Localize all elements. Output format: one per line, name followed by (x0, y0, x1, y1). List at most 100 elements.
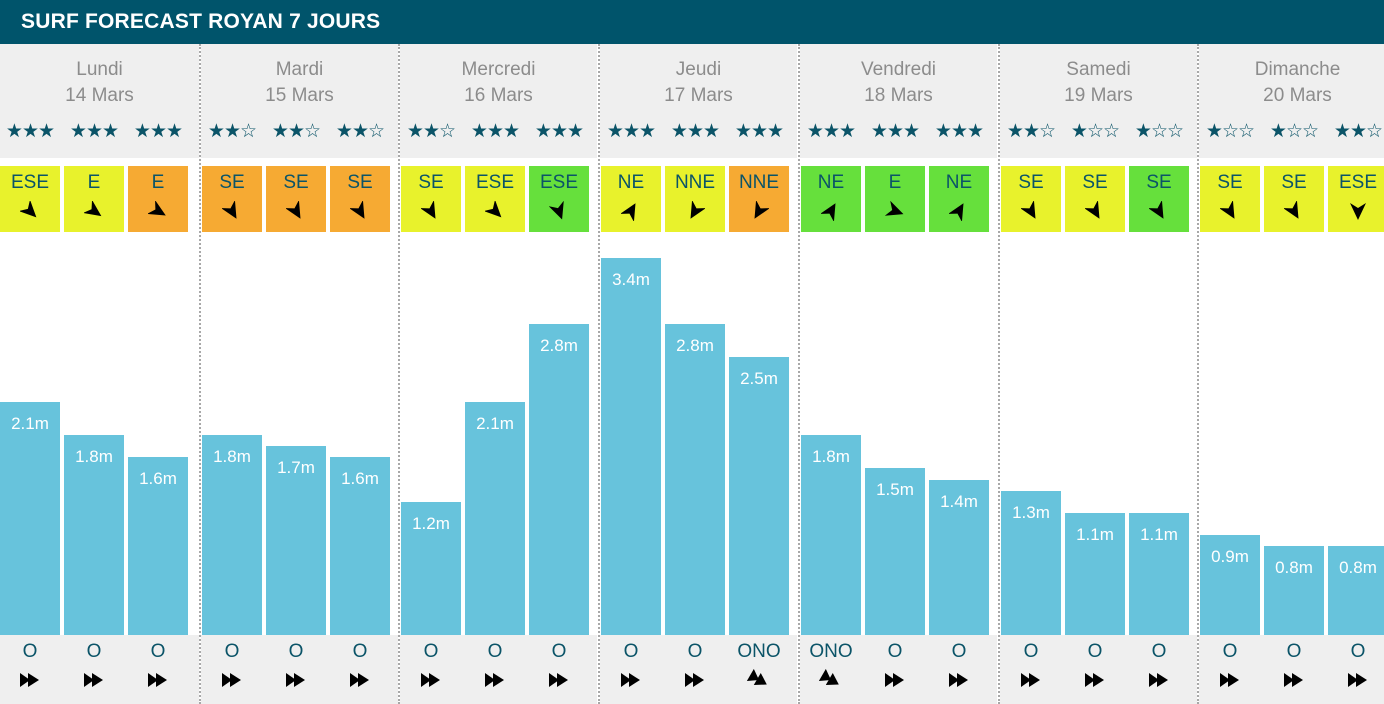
wind-arrow-icon (222, 201, 237, 219)
star-empty-icon: ☆ (1221, 121, 1239, 142)
swell-direction: ONO (809, 641, 853, 662)
star-empty-icon: ☆ (1103, 121, 1120, 142)
swell-direction: O (22, 641, 38, 662)
wave-height-label: 1.1m (1140, 525, 1178, 544)
star-filled-icon: ★ (1333, 121, 1351, 142)
star-rating: ★★★ (128, 120, 188, 144)
star-rating: ★★★ (601, 120, 661, 144)
day-column: Vendredi 18 Mars ★★★ NE 1.8m ONO ★★★ E 1.5m O ★★★ N… (798, 44, 997, 704)
wave-bar (929, 480, 989, 635)
wave-bar (865, 468, 925, 635)
star-filled-icon: ★ (767, 121, 784, 142)
wind-direction: SE (1082, 172, 1108, 193)
wind-arrow-icon (1149, 201, 1164, 219)
forecast-slot: ★★☆ SE 1.8m O (202, 44, 262, 704)
star-filled-icon: ★ (406, 121, 424, 142)
star-rating: ★★★ (465, 120, 525, 144)
swell-arrow-icon (222, 673, 241, 687)
star-filled-icon: ★ (85, 121, 103, 142)
star-filled-icon: ★ (149, 121, 167, 142)
day-date: 17 Mars (664, 85, 733, 106)
star-rating: ★★☆ (266, 120, 326, 144)
star-filled-icon: ★ (734, 121, 752, 142)
swell-arrow-icon (819, 669, 839, 686)
wave-bar (1065, 513, 1125, 635)
wind-direction: NNE (674, 172, 716, 193)
wave-height-label: 2.8m (676, 336, 714, 355)
star-empty-icon: ☆ (240, 121, 257, 142)
swell-arrow-icon (286, 673, 305, 687)
star-filled-icon: ★ (1022, 121, 1040, 142)
swell-direction: O (150, 641, 166, 662)
star-filled-icon: ★ (207, 121, 225, 142)
star-filled-icon: ★ (166, 121, 183, 142)
wave-bar (266, 446, 326, 635)
day-name: Vendredi (860, 59, 936, 80)
swell-arrow-icon (20, 673, 39, 687)
star-empty-icon: ☆ (439, 121, 456, 142)
day-label: Jeudi 17 Mars (600, 57, 797, 109)
day-name: Mercredi (461, 59, 536, 80)
wave-height-label: 1.5m (876, 480, 914, 499)
wave-bar (1328, 546, 1384, 635)
swell-arrow-icon (1348, 673, 1367, 687)
wind-arrow-icon (350, 201, 365, 219)
swell-arrow-icon (621, 673, 640, 687)
wave-height-label: 2.5m (740, 369, 778, 388)
swell-direction: ONO (737, 641, 781, 662)
wind-direction: NNE (738, 172, 780, 193)
wave-height-label: 1.6m (139, 469, 177, 488)
wind-box: ESE (1328, 166, 1384, 232)
wind-direction: SE (347, 172, 373, 193)
star-rating: ★★★ (865, 120, 925, 144)
wind-box: E (128, 166, 188, 232)
wave-height-label: 1.6m (341, 469, 379, 488)
swell-arrow-icon (1149, 673, 1168, 687)
swell-band (400, 635, 597, 704)
star-filled-icon: ★ (1349, 121, 1367, 142)
star-rating: ★★★ (665, 120, 725, 144)
forecast-slot: ★★☆ SE 1.2m O (401, 44, 461, 704)
star-filled-icon: ★ (550, 121, 568, 142)
wave-height-label: 1.8m (213, 447, 251, 466)
swell-band (0, 635, 199, 704)
day-label: Dimanche 20 Mars (1199, 57, 1384, 109)
wind-box: ESE (0, 166, 60, 232)
page-title: SURF FORECAST ROYAN 7 JOURS (0, 0, 1384, 44)
star-rating: ★★☆ (202, 120, 262, 144)
day-date: 14 Mars (65, 85, 134, 106)
wind-arrow-icon (549, 201, 564, 220)
wind-arrow-icon (949, 203, 964, 221)
star-rating: ★☆☆ (1264, 120, 1324, 144)
wind-direction: E (888, 172, 902, 193)
wind-box: ESE (465, 166, 525, 232)
star-filled-icon: ★ (967, 121, 984, 142)
swell-direction: O (1151, 641, 1167, 662)
star-filled-icon: ★ (351, 121, 369, 142)
swell-direction: O (423, 641, 439, 662)
forecast-slot: ★☆☆ SE 1.1m O (1065, 44, 1125, 704)
wind-box: SE (1129, 166, 1189, 232)
star-filled-icon: ★ (686, 121, 704, 142)
wind-direction: SE (219, 172, 245, 193)
day-column: Dimanche 20 Mars ★☆☆ SE 0.9m O ★☆☆ SE 0.8m O ★★☆ ES… (1197, 44, 1384, 704)
day-date: 19 Mars (1064, 85, 1133, 106)
star-filled-icon: ★ (534, 121, 552, 142)
swell-arrow-icon (1284, 673, 1303, 687)
swell-direction: O (1286, 641, 1302, 662)
wind-box: SE (401, 166, 461, 232)
forecast-slot: ★★☆ SE 1.3m O (1001, 44, 1061, 704)
forecast-slot: ★★☆ SE 1.7m O (266, 44, 326, 704)
star-rating: ★★★ (929, 120, 989, 144)
day-label: Vendredi 18 Mars (800, 57, 997, 109)
day-label: Mercredi 16 Mars (400, 57, 597, 109)
star-filled-icon: ★ (903, 121, 920, 142)
wave-bar (1264, 546, 1324, 635)
swell-direction: O (352, 641, 368, 662)
swell-arrow-icon (1085, 673, 1104, 687)
wave-height-label: 1.7m (277, 458, 315, 477)
star-filled-icon: ★ (271, 121, 289, 142)
star-filled-icon: ★ (1269, 121, 1287, 142)
swell-arrow-icon (421, 673, 440, 687)
wind-arrow-icon (1220, 201, 1235, 219)
